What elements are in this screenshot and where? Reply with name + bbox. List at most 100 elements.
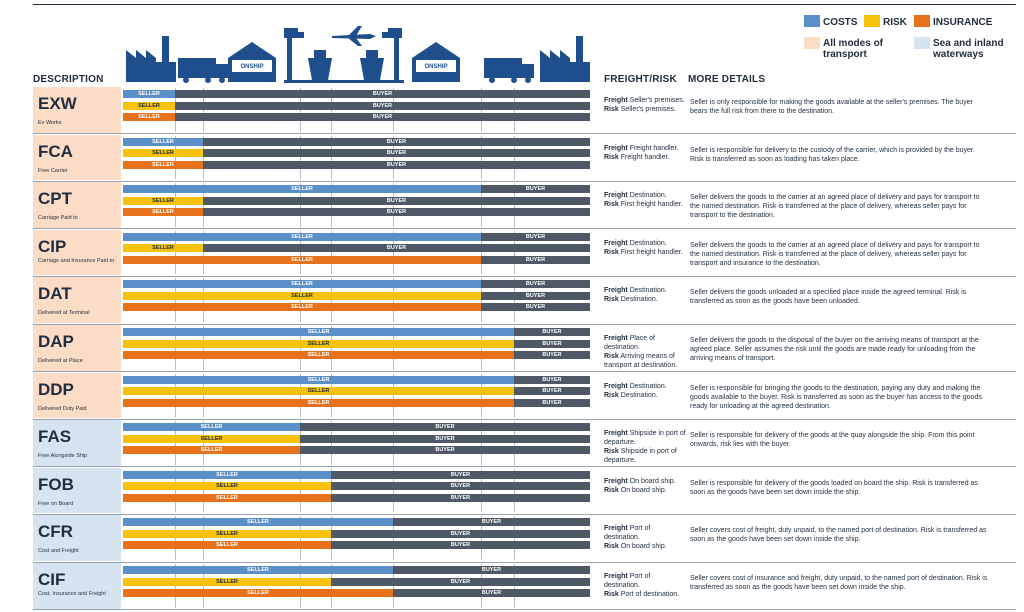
buyer-risk-bar: BUYER — [331, 529, 590, 538]
seller-ins-bar: SELLER — [123, 113, 175, 121]
seller-ins-bar: SELLER — [123, 446, 300, 455]
warehouse-icon-right — [412, 42, 460, 82]
details-cell: Seller delivers the goods to the carrier… — [690, 194, 980, 220]
stage-divider — [300, 278, 301, 322]
stage-divider — [203, 373, 204, 418]
row-mode-background — [33, 182, 121, 228]
legend-insurance: INSURANCE — [933, 17, 993, 28]
stage-divider — [514, 468, 515, 513]
freight-value: Destination. — [629, 287, 667, 295]
freight-risk-cell: Freight Destination. Risk First freight h… — [604, 191, 686, 209]
stage-divider — [514, 516, 515, 560]
incoterm-code: CPT — [38, 189, 72, 209]
incoterm-name: Carriage Paid to — [38, 215, 78, 222]
buyer-risk-bar: BUYER — [203, 149, 590, 158]
freight-value: Destination. — [629, 239, 667, 247]
stage-divider — [331, 183, 332, 227]
stage-divider — [300, 468, 301, 513]
details-cell: Seller delivers the goods to the carrier… — [690, 241, 980, 267]
stage-divider — [175, 230, 176, 275]
stage-divider — [300, 135, 301, 180]
truck-icon — [178, 58, 228, 83]
stage-divider — [481, 135, 482, 180]
details-cell: Seller covers cost of insurance and frei… — [690, 575, 988, 591]
stage-divider — [393, 468, 394, 513]
factory-icon-right — [540, 36, 590, 82]
stage-divider — [481, 468, 482, 513]
row-separator — [33, 180, 1016, 182]
stage-divider — [203, 564, 204, 608]
freight-label: Freight — [604, 239, 628, 247]
stage-divider — [203, 468, 204, 513]
freight-risk-cell: Freight Port of destination. Risk Port of… — [604, 572, 686, 599]
stage-divider — [300, 88, 301, 132]
seller-risk-bar: SELLER — [123, 577, 331, 586]
stage-divider — [300, 183, 301, 227]
row-mode-background — [33, 229, 121, 276]
row-separator — [33, 513, 1016, 515]
freight-label: Freight — [604, 192, 628, 200]
freight-value: Freight handler. — [629, 144, 679, 152]
buyer-ins-bar: BUYER — [481, 255, 590, 264]
freight-label: Freight — [604, 335, 628, 342]
legend-risk-swatch — [864, 15, 880, 27]
legend-sea-inland: Sea and inland waterways — [933, 38, 1004, 60]
stage-divider — [514, 88, 515, 132]
row-mode-background — [33, 325, 121, 371]
freight-label: Freight — [604, 525, 628, 533]
risk-label: Risk — [604, 391, 619, 399]
stage-divider — [514, 373, 515, 418]
warehouse-icon — [228, 42, 276, 82]
stage-divider — [514, 421, 515, 465]
stage-divider — [203, 135, 204, 180]
freight-risk-cell: Freight Place of destination. Risk Arrivi… — [604, 334, 686, 370]
seller-risk-bar: SELLER — [123, 196, 203, 205]
seller-ins-bar: SELLER — [123, 351, 514, 359]
row-separator — [33, 371, 1016, 373]
buyer-costs-bar: BUYER — [175, 90, 590, 98]
freight-risk-cell: Freight Destination. Risk Destination. — [604, 286, 686, 304]
seller-risk-bar: SELLER — [123, 339, 514, 348]
seller-costs-bar: SELLER — [123, 423, 300, 432]
seller-ins-bar: SELLER — [123, 255, 481, 264]
top-rule — [33, 4, 1016, 5]
buyer-risk-bar: BUYER — [175, 101, 590, 110]
incoterm-code: CIF — [38, 570, 66, 589]
buyer-ins-bar: BUYER — [203, 160, 590, 169]
buyer-risk-bar: BUYER — [481, 291, 590, 300]
transport-illustration: ONSHIP ONSHIP — [126, 26, 590, 83]
row-mode-background — [33, 134, 121, 181]
freight-risk-cell: Freight Port of destination. Risk On boar… — [604, 524, 686, 551]
incoterm-name: Free Alongside Ship — [38, 453, 88, 460]
row-separator — [33, 133, 1016, 135]
risk-label: Risk — [604, 153, 619, 161]
row-separator — [33, 561, 1016, 563]
stage-divider — [393, 564, 394, 608]
risk-label: Risk — [604, 486, 619, 494]
legend-all-modes: All modes of transport — [823, 38, 884, 60]
stage-divider — [393, 88, 394, 132]
freight-value: Port of destination. — [604, 573, 651, 589]
stage-divider — [393, 516, 394, 560]
buyer-ins-bar: BUYER — [175, 113, 590, 121]
row-mode-background — [33, 87, 121, 133]
risk-value: Freight handler. — [620, 153, 670, 161]
stage-divider — [331, 516, 332, 560]
stage-divider — [481, 183, 482, 227]
seller-costs-bar: SELLER — [123, 185, 481, 194]
freight-value: Destination. — [629, 192, 667, 200]
buyer-risk-bar: BUYER — [331, 482, 590, 491]
buyer-risk-bar: BUYER — [203, 244, 590, 253]
seller-costs-bar: SELLER — [123, 90, 175, 98]
stage-divider — [203, 421, 204, 465]
stage-divider — [203, 183, 204, 227]
factory-icon — [126, 36, 176, 82]
incoterm-code: FCA — [38, 141, 73, 161]
logo-text: ONSHIP — [240, 64, 263, 70]
freight-risk-cell: Freight Freight handler. Risk Freight han… — [604, 144, 686, 162]
stage-divider — [481, 421, 482, 465]
buyer-costs-bar: BUYER — [203, 137, 590, 146]
freight-label: Freight — [604, 573, 628, 580]
buyer-ins-bar: BUYER — [300, 446, 590, 455]
risk-label: Risk — [604, 448, 619, 456]
